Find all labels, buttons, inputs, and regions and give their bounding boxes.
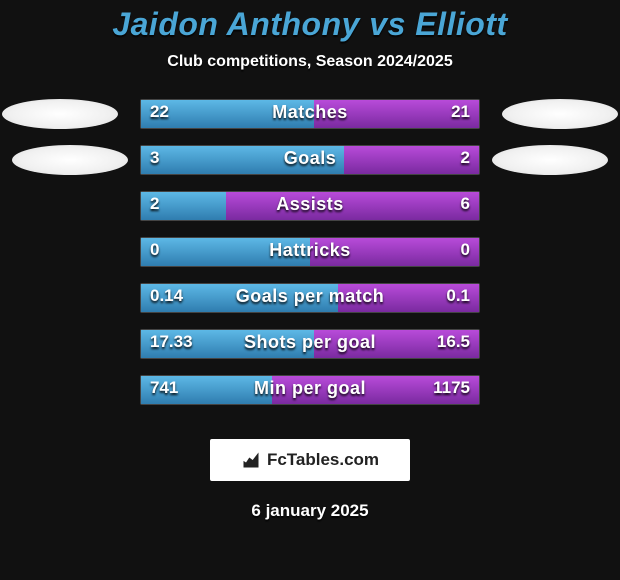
stat-row: Goals per match0.140.1: [0, 283, 620, 329]
bar-right: [226, 192, 480, 220]
bar-track: [140, 375, 480, 405]
bar-track: [140, 99, 480, 129]
bar-track: [140, 145, 480, 175]
bar-left: [141, 192, 226, 220]
bar-left: [141, 330, 314, 358]
stats-area: Matches2221Goals32Assists26Hattricks00Go…: [0, 99, 620, 421]
date-text: 6 january 2025: [0, 501, 620, 521]
stat-row: Assists26: [0, 191, 620, 237]
stat-row: Min per goal7411175: [0, 375, 620, 421]
bar-left: [141, 284, 338, 312]
player-right-name: Elliott: [415, 6, 507, 42]
bar-track: [140, 329, 480, 359]
bar-right: [344, 146, 479, 174]
bar-left: [141, 146, 344, 174]
bar-right: [314, 100, 479, 128]
comparison-card: Jaidon Anthony vs Elliott Club competiti…: [0, 0, 620, 580]
bar-right: [338, 284, 479, 312]
chart-icon: [241, 450, 261, 470]
bar-track: [140, 237, 480, 267]
bar-left: [141, 238, 310, 266]
stat-row: Goals32: [0, 145, 620, 191]
brand-logo[interactable]: FcTables.com: [210, 439, 410, 481]
vs-separator: vs: [360, 6, 415, 42]
stat-row: Matches2221: [0, 99, 620, 145]
stat-row: Hattricks00: [0, 237, 620, 283]
page-title: Jaidon Anthony vs Elliott: [0, 6, 620, 43]
bar-left: [141, 100, 314, 128]
subtitle: Club competitions, Season 2024/2025: [0, 53, 620, 71]
player-left-name: Jaidon Anthony: [112, 6, 360, 42]
bar-left: [141, 376, 272, 404]
brand-text: FcTables.com: [267, 450, 379, 470]
bar-right: [310, 238, 479, 266]
bar-right: [272, 376, 479, 404]
bar-track: [140, 191, 480, 221]
bar-track: [140, 283, 480, 313]
stat-row: Shots per goal17.3316.5: [0, 329, 620, 375]
bar-right: [314, 330, 479, 358]
